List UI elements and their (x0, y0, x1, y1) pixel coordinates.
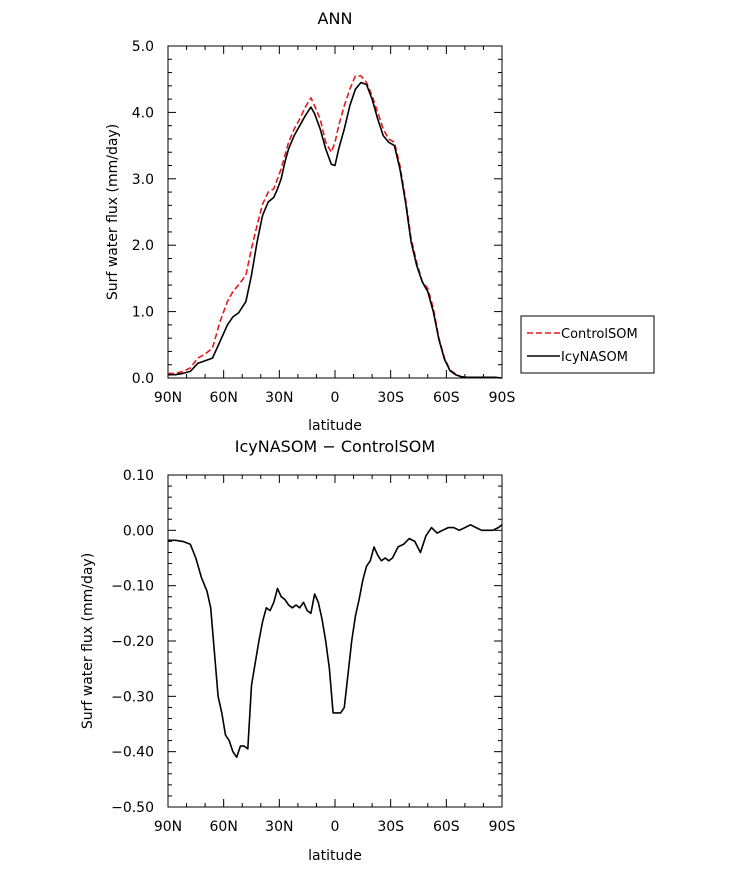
top-y-tick-label: 4.0 (132, 105, 154, 121)
top-x-tick-label: 90N (154, 390, 182, 406)
legend-box (520, 315, 655, 374)
top-panel: ANN Surf water flux (mm/day) latitude 90… (105, 9, 655, 434)
bottom-y-tick-label: 0.00 (123, 523, 154, 539)
bottom-y-tick-label: −0.40 (111, 745, 154, 761)
top-series-line-icynasom (168, 81, 503, 379)
top-y-axis-label: Surf water flux (mm/day) (105, 124, 121, 300)
bottom-y-tick-label: −0.50 (111, 800, 154, 816)
bottom-y-axis-label: Surf water flux (mm/day) (80, 553, 96, 729)
bottom-y-tick-label: −0.10 (111, 579, 154, 595)
top-series-line-controlsom (168, 75, 503, 379)
bottom-series-line-0 (168, 523, 503, 759)
bottom-plot-frame (167, 474, 503, 808)
top-chart-title: ANN (318, 9, 353, 28)
bottom-x-axis-label: latitude (308, 848, 362, 864)
top-y-tick-label: 5.0 (132, 39, 154, 55)
bottom-x-tick-label: 60S (433, 819, 460, 835)
top-y-tick-label: 3.0 (132, 172, 154, 188)
bottom-x-tick-label: 90S (489, 819, 516, 835)
legend: ControlSOM IcyNASOM (520, 315, 655, 374)
top-x-axis-label: latitude (308, 418, 362, 434)
top-y-tick-label: 2.0 (132, 238, 154, 254)
top-y-tick-label: 1.0 (132, 305, 154, 321)
bottom-y-tick-label: −0.30 (111, 689, 154, 705)
top-x-tick-label: 60S (433, 390, 460, 406)
bottom-panel: IcyNASOM − ControlSOM Surf water flux (m… (80, 437, 515, 864)
bottom-x-tick-label: 0 (331, 819, 340, 835)
bottom-y-tick-label: 0.10 (123, 468, 154, 484)
bottom-x-tick-label: 60N (210, 819, 238, 835)
top-x-tick-label: 90S (489, 390, 516, 406)
bottom-series-lines (168, 523, 503, 759)
bottom-x-tick-label: 90N (154, 819, 182, 835)
bottom-chart-title: IcyNASOM − ControlSOM (235, 437, 435, 456)
top-x-tick-label: 30N (265, 390, 293, 406)
top-series-lines (168, 75, 503, 379)
legend-label-controlsom: ControlSOM (561, 327, 638, 342)
bottom-x-tick-label: 30S (377, 819, 404, 835)
bottom-axes: 90N 60N 30N 0 30S 60S 90S 0.10 0.00 −0.10 −0.20 −0.… (111, 468, 515, 835)
top-x-tick-label: 0 (331, 390, 340, 406)
bottom-y-tick-label: −0.20 (111, 634, 154, 650)
top-y-tick-label: 0.0 (132, 371, 154, 387)
top-x-tick-label: 60N (210, 390, 238, 406)
legend-label-icynasom: IcyNASOM (561, 350, 628, 365)
top-x-tick-label: 30S (377, 390, 404, 406)
top-axes: 90N 60N 30N 0 30S 60S 90S 0.0 1.0 2.0 3.0 4.0 5.0 (132, 39, 516, 406)
bottom-x-tick-label: 30N (265, 819, 293, 835)
